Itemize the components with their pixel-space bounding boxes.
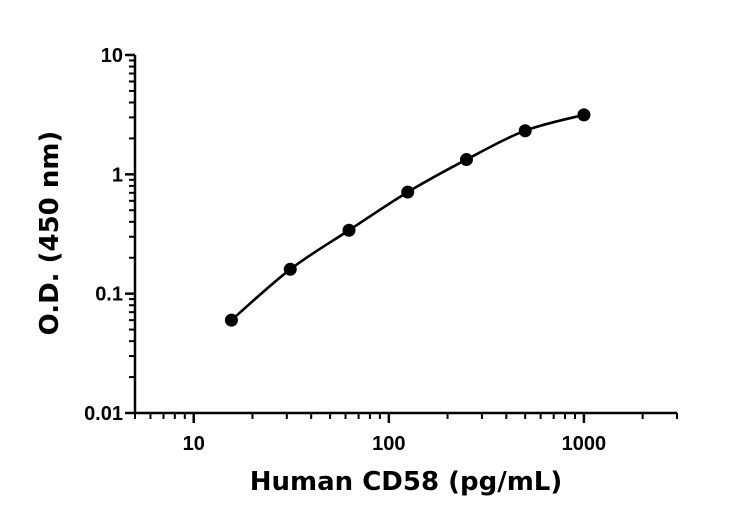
y-tick-label: 0.01 bbox=[84, 403, 123, 425]
data-point bbox=[577, 108, 591, 122]
data-point bbox=[518, 124, 532, 138]
axes bbox=[133, 55, 677, 415]
ticks: 0.01 0.1 1 10 10 100 1000 bbox=[84, 45, 678, 455]
y-axis-title: O.D. (450 nm) bbox=[35, 131, 65, 336]
data-point bbox=[342, 223, 356, 237]
fit-curve bbox=[230, 113, 585, 322]
x-tick-label: 10 bbox=[183, 433, 205, 455]
fit-curve-layer bbox=[230, 113, 585, 322]
x-axis-title: Human CD58 (pg/mL) bbox=[250, 467, 563, 497]
data-points bbox=[224, 108, 591, 327]
data-point bbox=[224, 313, 238, 327]
y-tick-label: 1 bbox=[112, 164, 123, 186]
x-tick-label: 100 bbox=[372, 433, 405, 455]
data-point bbox=[459, 153, 473, 167]
y-tick-label: 0.1 bbox=[95, 284, 123, 306]
y-tick-label: 10 bbox=[101, 45, 123, 67]
data-point bbox=[283, 262, 297, 276]
x-tick-label: 1000 bbox=[562, 433, 607, 455]
data-point bbox=[401, 185, 415, 199]
